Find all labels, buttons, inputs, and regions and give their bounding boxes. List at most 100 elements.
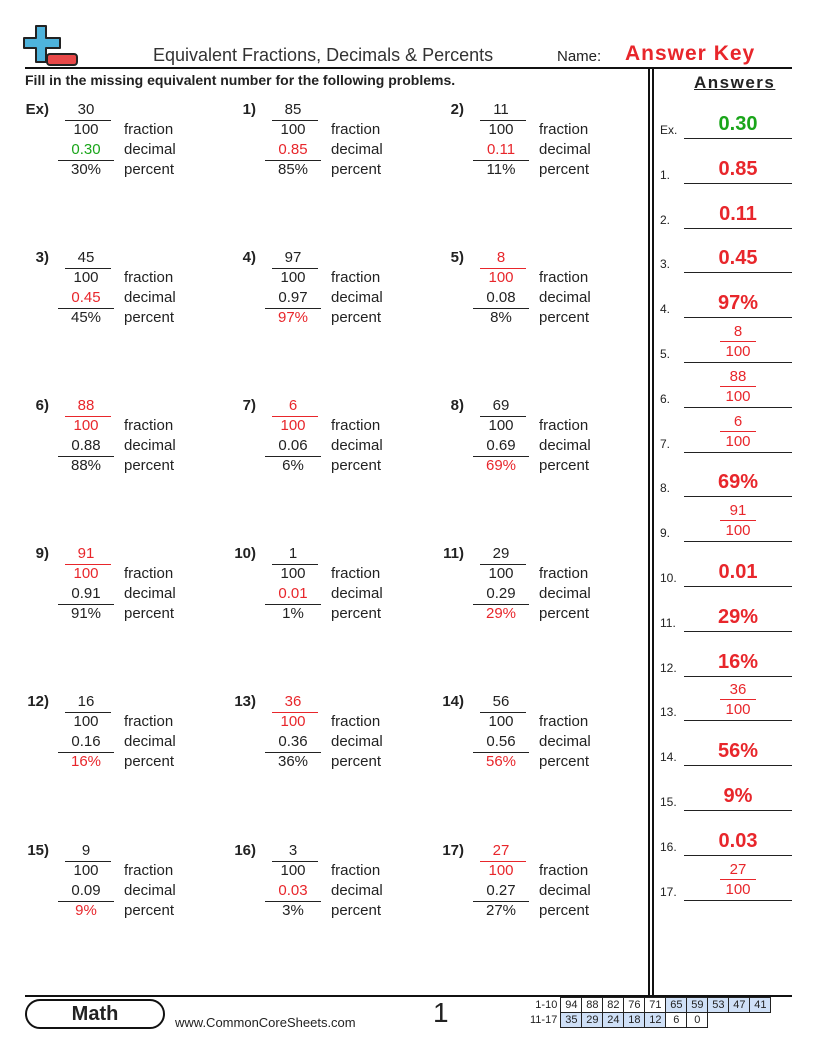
- answer-number: Ex.: [660, 123, 678, 137]
- answer-line: [684, 138, 792, 139]
- decimal-value: 0.06: [278, 437, 308, 454]
- problem-label: 1): [242, 101, 256, 118]
- decimal-value: 0.91: [71, 585, 101, 602]
- answer-line: [684, 810, 792, 811]
- percent-word: percent: [124, 605, 175, 622]
- fraction-bar: [272, 712, 318, 713]
- answer-line: [684, 541, 792, 543]
- numerator: 56: [492, 693, 510, 710]
- fraction-bar: [272, 564, 318, 565]
- answer-number: 10.: [660, 571, 677, 585]
- answer-row: 3. 0.45: [660, 229, 792, 274]
- decimal-word: decimal: [124, 289, 176, 306]
- footer-divider: [25, 995, 792, 997]
- answer-line: [684, 720, 792, 722]
- percent-word: percent: [539, 902, 590, 919]
- score-row-label: 11-17: [530, 1014, 558, 1026]
- site-url: www.CommonCoreSheets.com: [175, 1015, 356, 1030]
- answers-heading: Answers: [694, 73, 776, 92]
- percent-word: percent: [331, 605, 382, 622]
- answer-value: 0.30: [718, 113, 758, 135]
- problem-label: 9): [35, 545, 49, 562]
- answer-value: 69%: [717, 471, 759, 494]
- problem: 10) 1 100 fraction 0.01 decimal 1% perce…: [232, 545, 432, 645]
- percent-word: percent: [331, 161, 382, 178]
- answer-number: 11.: [660, 615, 676, 630]
- numerator: 8: [496, 249, 506, 266]
- percent-value: 45%: [70, 309, 102, 326]
- fraction-bar: [480, 712, 526, 713]
- answer-value: 0.11: [719, 202, 757, 225]
- fraction-bar: [65, 712, 111, 713]
- answer-fraction: 36 100: [684, 680, 792, 719]
- plus-minus-logo: [23, 25, 78, 66]
- fraction-word: fraction: [124, 862, 174, 879]
- percent-word: percent: [539, 161, 590, 178]
- denominator: 100: [280, 417, 306, 434]
- denominator: 100: [73, 417, 99, 434]
- percent-value: 9%: [75, 902, 97, 919]
- decimal-value: 0.88: [71, 437, 101, 454]
- problem-label: 12): [27, 693, 49, 710]
- percent-word: percent: [124, 309, 175, 326]
- answer-line: [58, 160, 114, 161]
- score-cell: 41: [749, 997, 772, 1013]
- numerator: 97: [284, 249, 302, 266]
- problem: 1) 85 100 fraction 0.85 decimal 85% perc…: [232, 101, 432, 201]
- percent-value: 97%: [277, 309, 309, 326]
- answer-value: 97%: [717, 292, 759, 315]
- fraction-bar: [480, 861, 526, 862]
- column-divider: [648, 69, 650, 996]
- denominator: 100: [73, 713, 99, 730]
- answer-denominator: 100: [725, 343, 751, 360]
- answer-fraction: 27 100: [684, 860, 792, 899]
- answer-line: [684, 317, 792, 319]
- page-number: 1: [433, 997, 449, 1028]
- problem-label: 10): [234, 545, 256, 562]
- answer-row: 2. 0.11: [660, 185, 792, 229]
- score-row-label: 1-10: [535, 999, 558, 1011]
- problem: Ex) 30 100 fraction 0.30 decimal 30% per…: [25, 101, 225, 201]
- answer-row: 11. 29%: [660, 588, 792, 632]
- decimal-word: decimal: [539, 437, 591, 454]
- answer-line: [684, 362, 792, 363]
- percent-value: 3%: [282, 902, 304, 919]
- percent-word: percent: [331, 457, 382, 474]
- numerator: 11: [493, 101, 509, 118]
- score-cell: 12: [644, 1012, 667, 1028]
- answer-value: 56%: [717, 740, 759, 763]
- decimal-word: decimal: [331, 141, 383, 158]
- header-divider: [25, 67, 792, 69]
- fraction-bar: [65, 416, 111, 417]
- answer-number: 8.: [660, 481, 671, 496]
- percent-word: percent: [124, 161, 175, 178]
- problem: 3) 45 100 fraction 0.45 decimal 45% perc…: [25, 249, 225, 349]
- answer-line: [473, 308, 529, 309]
- problem: 4) 97 100 fraction 0.97 decimal 97% perc…: [232, 249, 432, 349]
- score-cell: 65: [665, 997, 688, 1013]
- fraction-word: fraction: [331, 417, 381, 434]
- decimal-value: 0.11: [486, 141, 516, 158]
- answer-value: 16%: [717, 650, 759, 673]
- problem-label: 5): [450, 249, 464, 266]
- denominator: 100: [280, 269, 306, 286]
- answer-number: 15.: [660, 795, 677, 809]
- decimal-value: 0.36: [278, 733, 308, 750]
- answer-number: 14.: [660, 750, 677, 765]
- answer-row: 7. 6 100: [660, 409, 792, 453]
- decimal-value: 0.29: [486, 585, 516, 602]
- instructions: Fill in the missing equivalent number fo…: [25, 72, 456, 88]
- decimal-word: decimal: [539, 882, 591, 899]
- percent-word: percent: [539, 457, 590, 474]
- fraction-bar: [65, 120, 111, 121]
- answer-numerator: 36: [720, 680, 756, 701]
- problem: 15) 9 100 fraction 0.09 decimal 9% perce…: [25, 842, 225, 942]
- answer-row: 10. 0.01: [660, 543, 792, 587]
- problem: 8) 69 100 fraction 0.69 decimal 69% perc…: [440, 397, 640, 497]
- score-cell: 53: [707, 997, 730, 1013]
- decimal-word: decimal: [331, 733, 383, 750]
- problem: 5) 8 100 fraction 0.08 decimal 8% percen…: [440, 249, 640, 349]
- answer-numerator: 6: [720, 412, 756, 432]
- numerator: 9: [81, 842, 91, 859]
- percent-word: percent: [539, 309, 590, 326]
